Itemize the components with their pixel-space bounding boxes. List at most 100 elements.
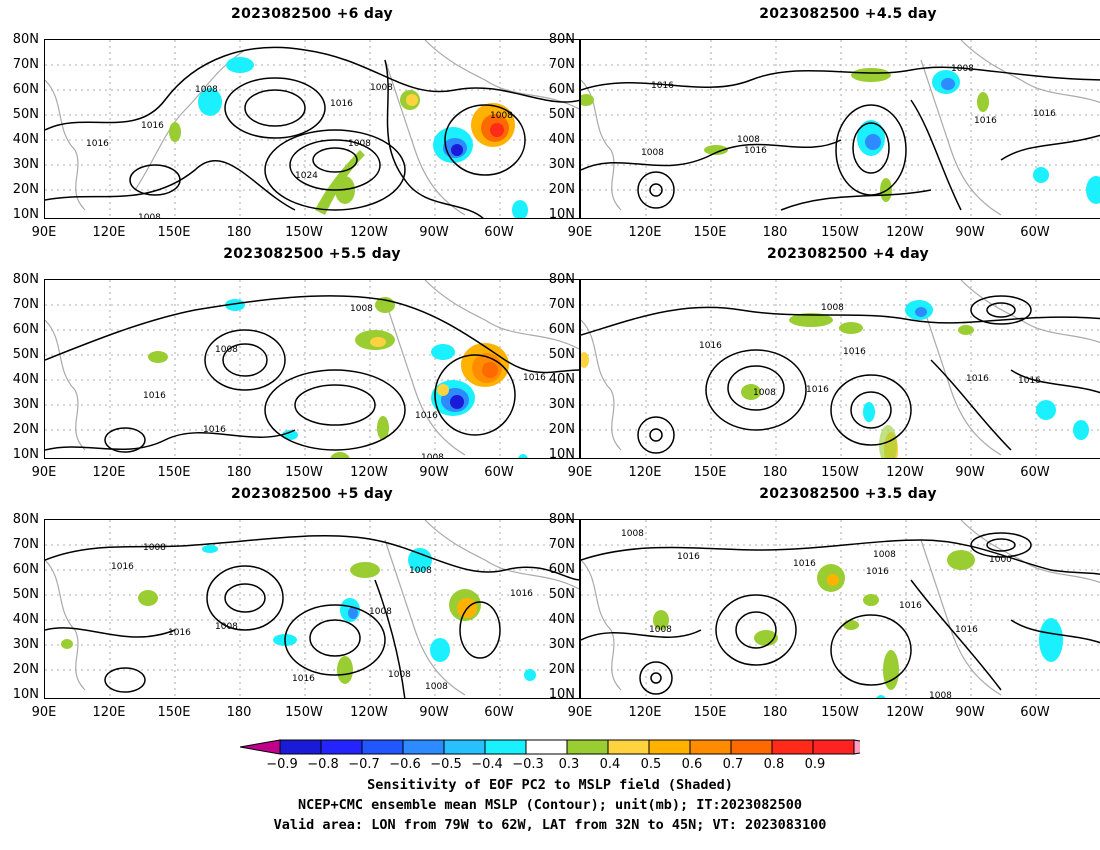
y-tick-label: 80N (12, 32, 39, 47)
map-plot-area: 1008 1016 1016 1008 1016 1008 1008 1024 … (44, 39, 580, 219)
y-tick-label: 80N (12, 512, 39, 527)
colorbar (240, 739, 860, 755)
x-tick-label: 180 (762, 225, 788, 240)
y-tick-label: 10N (548, 687, 575, 702)
contour-label: 1016 (510, 589, 533, 599)
colorbar-label: −0.4 (471, 757, 503, 772)
y-tick-label: 40N (12, 132, 39, 147)
colorbar-swatch (771, 739, 814, 755)
contour-label: 1008 (649, 625, 672, 635)
colorbar-swatch (689, 739, 732, 755)
x-tick-label: 150E (693, 465, 727, 480)
contour-label: 1008 (215, 345, 238, 355)
y-tick-label: 10N (548, 447, 575, 462)
x-tick-label: 90W (955, 705, 985, 720)
y-tick-label: 50N (12, 587, 39, 602)
y-tick-label: 40N (548, 132, 575, 147)
caption-line-2: NCEP+CMC ensemble mean MSLP (Contour); u… (298, 797, 802, 813)
panel-title: 2023082500 +5.5 day (223, 246, 401, 262)
colorbar-swatch (648, 739, 691, 755)
contour-label: 1016 (168, 628, 191, 638)
y-tick-label: 80N (548, 512, 575, 527)
x-tick-label: 180 (226, 465, 252, 480)
x-tick-label: 120W (886, 465, 924, 480)
y-tick-label: 10N (12, 447, 39, 462)
map-plot-area: 1016 1008 1008 1016 1016 1016 1008 (580, 39, 1100, 219)
contour-label: 1016 (415, 411, 438, 421)
colorbar-label: −0.9 (266, 757, 298, 772)
contour-label: 1008 (753, 388, 776, 398)
x-tick-label: 120E (628, 705, 662, 720)
colorbar-swatch (361, 739, 404, 755)
contour-label: 1008 (143, 543, 166, 553)
x-tick-label: 180 (226, 705, 252, 720)
panel-title: 2023082500 +6 day (231, 6, 393, 22)
y-tick-label: 40N (12, 612, 39, 627)
contour-label: 1016 (899, 601, 922, 611)
caption-line-1: Sensitivity of EOF PC2 to MSLP field (Sh… (367, 777, 733, 793)
colorbar-label: −0.6 (389, 757, 421, 772)
contour-label: 1008 (821, 303, 844, 313)
x-tick-label: 90W (955, 465, 985, 480)
contour-label: 1016 (966, 374, 989, 384)
contour-label: 1016 (806, 385, 829, 395)
map-svg: 1016 1008 1008 1016 1016 1016 1008 (581, 40, 1100, 218)
x-tick-label: 120E (92, 225, 126, 240)
contour-label: 1016 (143, 391, 166, 401)
colorbar-swatch (566, 739, 609, 755)
x-tick-label: 90W (419, 705, 449, 720)
x-tick-label: 150W (821, 705, 859, 720)
y-tick-label: 20N (548, 662, 575, 677)
x-tick-label: 90W (955, 225, 985, 240)
y-tick-label: 70N (12, 57, 39, 72)
contour-label: 1008 (873, 550, 896, 560)
colorbar-swatch (484, 739, 527, 755)
colorbar-swatch (279, 739, 322, 755)
colorbar-label: 0.9 (804, 757, 826, 772)
contour-label: 1008 (490, 111, 513, 121)
colorbar-swatch (812, 739, 855, 755)
contour-label: 1016 (111, 562, 134, 572)
contour-label: 1016 (1018, 376, 1041, 386)
y-tick-label: 60N (12, 322, 39, 337)
x-tick-label: 60W (484, 705, 514, 720)
colorbar-label: −0.3 (512, 757, 544, 772)
x-tick-label: 150E (693, 705, 727, 720)
contour-label: 1008 (409, 566, 432, 576)
y-tick-label: 20N (12, 422, 39, 437)
colorbar-label: 0.4 (599, 757, 621, 772)
colorbar-swatch (402, 739, 445, 755)
colorbar-swatch (320, 739, 363, 755)
contour-label: 1016 (699, 341, 722, 351)
x-tick-label: 150E (157, 705, 191, 720)
map-svg: 1008 1008 1016 1016 1016 1016 1008 1016 (45, 280, 579, 458)
y-tick-label: 50N (12, 347, 39, 362)
contour-label: 1008 (215, 622, 238, 632)
y-tick-label: 40N (548, 372, 575, 387)
x-tick-label: 180 (762, 465, 788, 480)
y-tick-label: 60N (12, 82, 39, 97)
colorbar-arrow-max (853, 739, 860, 755)
map-svg: 1008 1016 1016 1008 1016 1016 1016 1008 … (581, 280, 1100, 458)
y-tick-label: 70N (548, 57, 575, 72)
x-tick-label: 60W (1020, 465, 1050, 480)
map-plot-area: 1008 1016 1016 1008 1008 1008 1016 1016 … (44, 519, 580, 699)
x-tick-label: 120W (886, 705, 924, 720)
x-tick-label: 90W (419, 465, 449, 480)
contour-label: 1016 (86, 139, 109, 149)
y-tick-label: 50N (548, 347, 575, 362)
x-tick-label: 120W (350, 705, 388, 720)
colorbar-label: −0.5 (430, 757, 462, 772)
x-tick-label: 60W (484, 225, 514, 240)
y-tick-label: 30N (548, 397, 575, 412)
contour-label: 1016 (292, 674, 315, 684)
map-plot-area: 1008 1016 1008 1016 1016 1000 1016 1016 … (580, 519, 1100, 699)
contour-label: 1008 (425, 682, 448, 692)
colorbar-label: 0.5 (640, 757, 662, 772)
colorbar-label: 0.8 (763, 757, 785, 772)
y-tick-label: 70N (548, 537, 575, 552)
contour-label: 1008 (641, 148, 664, 158)
panel-title: 2023082500 +4 day (767, 246, 929, 262)
y-tick-label: 10N (12, 207, 39, 222)
x-tick-label: 150W (821, 465, 859, 480)
